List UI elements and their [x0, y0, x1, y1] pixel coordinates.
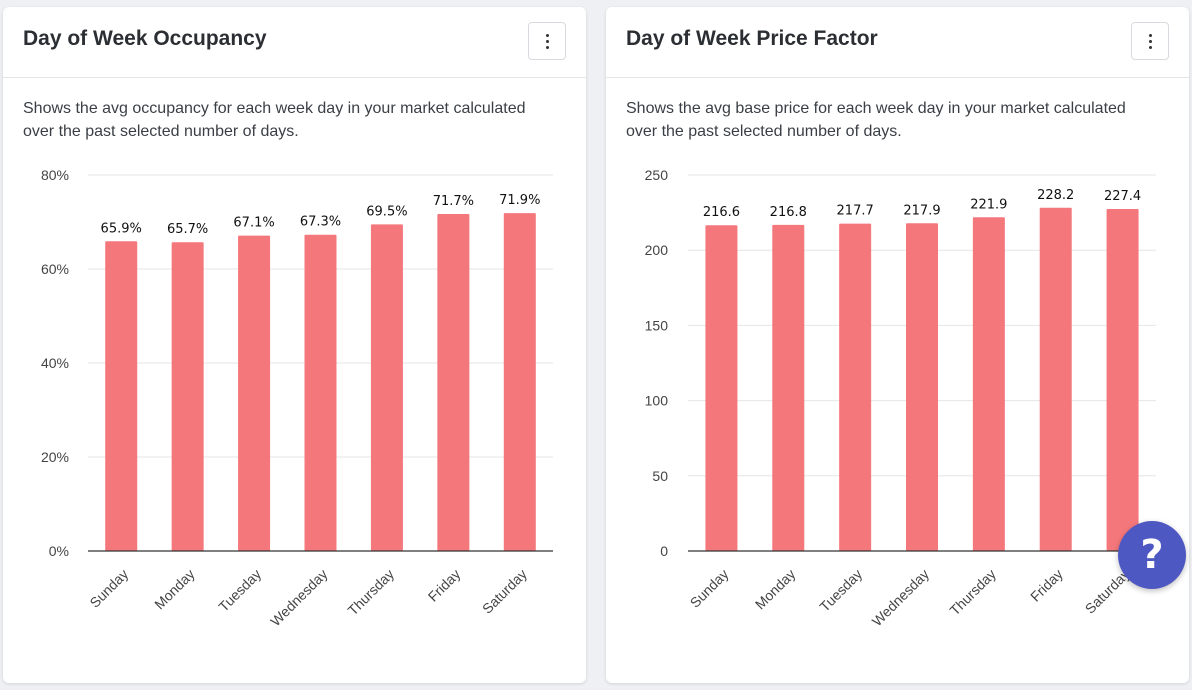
card-description: Shows the avg occupancy for each week da…	[23, 100, 526, 140]
data-label: 217.7	[837, 204, 874, 219]
help-button[interactable]: ?	[1118, 521, 1186, 589]
bar	[238, 235, 271, 551]
card-menu-button[interactable]	[528, 22, 566, 60]
bar	[503, 213, 536, 551]
x-tick-label: Monday	[151, 566, 198, 613]
price-factor-card: Day of Week Price Factor Shows the avg b…	[606, 7, 1189, 683]
card-header: Day of Week Price Factor	[606, 7, 1189, 78]
data-label: 69.5%	[366, 204, 407, 219]
y-tick-label: 60%	[41, 261, 69, 277]
card-title: Day of Week Occupancy	[23, 27, 267, 50]
data-label: 227.4	[1104, 189, 1141, 204]
data-label: 65.7%	[167, 222, 208, 237]
occupancy-card: Day of Week Occupancy Shows the avg occu…	[3, 7, 586, 683]
y-tick-label: 0	[660, 543, 668, 559]
bar	[705, 225, 738, 552]
x-tick-label: Wednesday	[869, 566, 932, 629]
card-header: Day of Week Occupancy	[3, 7, 586, 78]
x-tick-label: Saturday	[479, 566, 530, 617]
bar	[972, 217, 1005, 552]
y-tick-label: 50	[652, 468, 668, 484]
data-label: 67.3%	[300, 215, 341, 230]
kebab-menu-icon	[545, 33, 549, 49]
y-tick-label: 250	[645, 167, 669, 183]
x-tick-label: Thursday	[344, 566, 397, 619]
card-menu-button[interactable]	[1131, 22, 1169, 60]
x-tick-label: Tuesday	[816, 566, 865, 615]
price-factor-bar-chart: 0 50 100 150 200 250 216.6 Sunday 216.8 Monday 217…	[645, 167, 1156, 629]
data-label: 67.1%	[233, 216, 274, 231]
x-tick-label: Thursday	[946, 566, 999, 619]
x-tick-label: Friday	[1027, 566, 1066, 605]
data-label: 228.2	[1037, 188, 1074, 203]
bar	[370, 224, 403, 551]
y-tick-label: 100	[645, 393, 669, 409]
y-tick-label: 200	[645, 242, 669, 258]
x-tick-label: Sunday	[86, 566, 131, 611]
y-tick-label: 0%	[49, 543, 69, 559]
bar	[304, 234, 337, 551]
kebab-menu-icon	[1148, 33, 1152, 49]
bar	[105, 241, 138, 551]
x-tick-label: Tuesday	[215, 566, 264, 615]
x-tick-label: Wednesday	[267, 566, 330, 629]
y-tick-label: 20%	[41, 449, 69, 465]
y-tick-label: 80%	[41, 167, 69, 183]
y-tick-label: 150	[645, 317, 669, 333]
data-label: 216.6	[703, 205, 740, 220]
question-mark-icon: ?	[1140, 532, 1164, 578]
data-label: 71.7%	[433, 194, 474, 209]
data-label: 217.9	[903, 203, 940, 218]
bar	[171, 242, 204, 551]
data-label: 216.8	[770, 205, 807, 220]
bar	[1106, 208, 1139, 551]
bar	[839, 223, 872, 551]
data-label: 65.9%	[101, 221, 142, 236]
card-title: Day of Week Price Factor	[626, 27, 878, 50]
y-tick-label: 40%	[41, 355, 69, 371]
bar	[1039, 207, 1072, 551]
card-description: Shows the avg base price for each week d…	[626, 100, 1126, 140]
data-label: 71.9%	[499, 193, 540, 208]
bar	[437, 214, 470, 551]
bar	[906, 223, 938, 552]
data-label: 221.9	[970, 197, 1007, 212]
x-tick-label: Sunday	[687, 566, 732, 611]
bar	[772, 224, 805, 551]
x-tick-label: Monday	[752, 566, 799, 613]
occupancy-bar-chart: 0% 20% 40% 60% 80% 65.9% Sunday 65.7% Monday 67.1…	[41, 167, 553, 629]
x-tick-label: Friday	[425, 566, 464, 605]
